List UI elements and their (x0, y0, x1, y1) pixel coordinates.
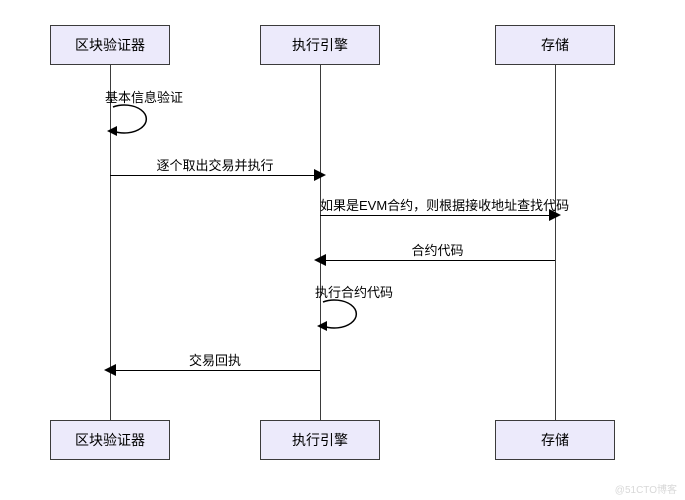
watermark: @51CTO博客 (615, 481, 677, 496)
participant-box-validator: 区块验证器 (50, 420, 170, 460)
message-label-receipt: 交易回执 (110, 350, 320, 369)
participant-box-engine: 执行引擎 (260, 420, 380, 460)
selfloop-arc-basic-verify (105, 100, 163, 142)
lifeline-storage (555, 65, 556, 420)
message-label-tx-exec: 逐个取出交易并执行 (110, 155, 320, 174)
message-arrow-tx-exec (110, 175, 320, 176)
message-arrow-receipt (110, 370, 320, 371)
selfloop-arc-exec-code (315, 295, 373, 337)
message-label-code-return: 合约代码 (320, 240, 555, 259)
message-arrow-lookup-code (320, 215, 555, 216)
message-arrow-code-return (320, 260, 555, 261)
sequence-diagram: 区块验证器区块验证器执行引擎执行引擎存储存储逐个取出交易并执行如果是EVM合约，… (0, 0, 685, 500)
participant-box-engine: 执行引擎 (260, 25, 380, 65)
message-label-lookup-code: 如果是EVM合约，则根据接收地址查找代码 (320, 195, 555, 214)
participant-box-storage: 存储 (495, 25, 615, 65)
participant-box-storage: 存储 (495, 420, 615, 460)
participant-box-validator: 区块验证器 (50, 25, 170, 65)
